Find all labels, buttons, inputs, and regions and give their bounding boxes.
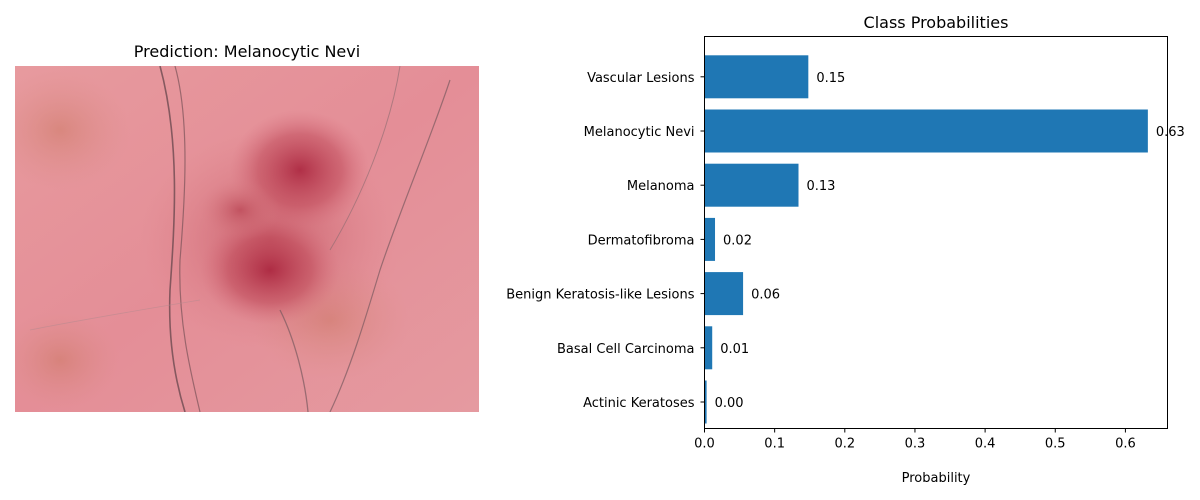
bar-value-label: 0.06 — [751, 288, 780, 303]
bar-melanocytic-nevi — [704, 109, 1148, 153]
bar-value-label: 0.02 — [723, 233, 752, 248]
image-panel-title: Prediction: Melanocytic Nevi — [134, 42, 360, 61]
x-tick-label: 0.5 — [1045, 437, 1066, 452]
x-axis-label: Probability — [902, 471, 971, 486]
bar-melanoma — [704, 163, 799, 207]
x-tick-label: 0.0 — [694, 437, 715, 452]
y-tick-label: Dermatofibroma — [588, 233, 695, 248]
bar-value-label: 0.01 — [720, 342, 749, 357]
skin-lesion-image — [15, 66, 479, 412]
bar-vascular-lesions — [704, 55, 809, 99]
bar-value-label: 0.63 — [1156, 125, 1185, 140]
y-tick-label: Melanoma — [627, 179, 695, 194]
plot-frame — [704, 36, 1168, 429]
bar-benign-keratosis-like-lesions — [704, 272, 744, 316]
bar-value-label: 0.00 — [715, 396, 744, 411]
y-tick-label: Melanocytic Nevi — [584, 125, 695, 140]
y-tick-label: Vascular Lesions — [587, 71, 695, 86]
x-tick-label: 0.3 — [905, 437, 926, 452]
x-tick-label: 0.4 — [975, 437, 996, 452]
bar-chart: Actinic Keratoses 0.00 Basal Cell Carcinom… — [506, 55, 1185, 452]
x-tick-label: 0.2 — [834, 437, 855, 452]
bar-basal-cell-carcinoma — [704, 326, 713, 370]
bar-value-label: 0.15 — [816, 71, 845, 86]
bar-dermatofibroma — [704, 217, 716, 261]
bar-actinic-keratoses — [704, 380, 707, 424]
bar-value-label: 0.13 — [807, 179, 836, 194]
y-tick-label: Actinic Keratoses — [583, 396, 695, 411]
y-tick-label: Benign Keratosis-like Lesions — [506, 288, 694, 303]
x-tick-label: 0.6 — [1115, 437, 1136, 452]
x-tick-label: 0.1 — [764, 437, 785, 452]
chart-title: Class Probabilities — [864, 13, 1009, 32]
y-tick-label: Basal Cell Carcinoma — [557, 342, 694, 357]
